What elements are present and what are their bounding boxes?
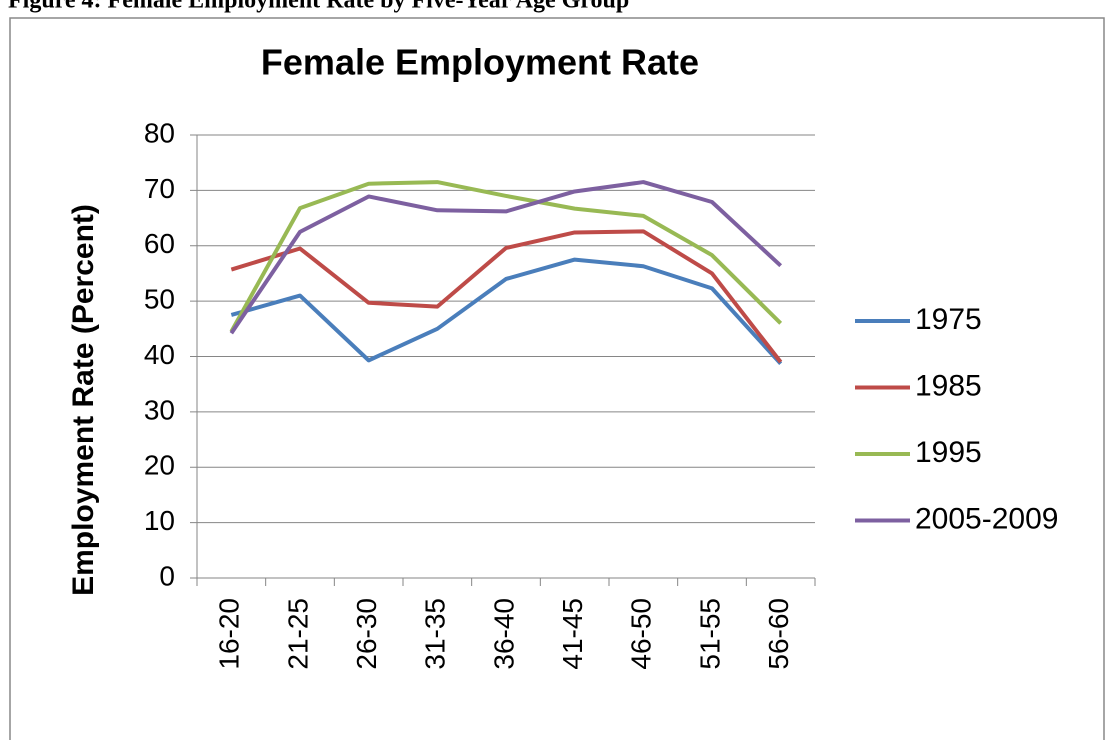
x-tick-label: 31-35	[420, 598, 451, 670]
caption: Figure 4: Female Employment Rate by Five…	[8, 0, 629, 14]
y-tick-label: 80	[144, 117, 175, 148]
series-line	[229, 180, 783, 333]
y-tick-label: 0	[159, 560, 175, 591]
y-axis-title: Employment Rate (Percent)	[67, 204, 100, 596]
y-tick-label: 30	[144, 394, 175, 425]
x-tick-label: 16-20	[214, 598, 245, 670]
legend-label: 1985	[915, 369, 982, 402]
x-tick-label: 21-25	[282, 598, 313, 670]
y-tick-label: 20	[144, 450, 175, 481]
y-tick-label: 50	[144, 284, 175, 315]
x-tick-label: 41-45	[557, 598, 588, 670]
x-tick-label: 56-60	[763, 598, 794, 670]
series-line	[229, 180, 783, 335]
y-tick-label: 40	[144, 339, 175, 370]
legend-label: 1995	[915, 436, 982, 469]
chart-title: Female Employment Rate	[261, 42, 699, 83]
x-tick-label: 46-50	[626, 598, 657, 670]
x-tick-label: 36-40	[488, 598, 519, 670]
chart-border	[9, 17, 1105, 740]
y-tick-label: 10	[144, 505, 175, 536]
series-line	[230, 229, 783, 364]
y-tick-label: 60	[144, 228, 175, 259]
x-tick-label: 51-55	[694, 598, 725, 670]
y-tick-label: 70	[144, 173, 175, 204]
x-tick-label: 26-30	[351, 598, 382, 670]
series-line	[230, 257, 783, 366]
legend-label: 1975	[915, 303, 982, 336]
legend-label: 2005-2009	[915, 502, 1058, 535]
